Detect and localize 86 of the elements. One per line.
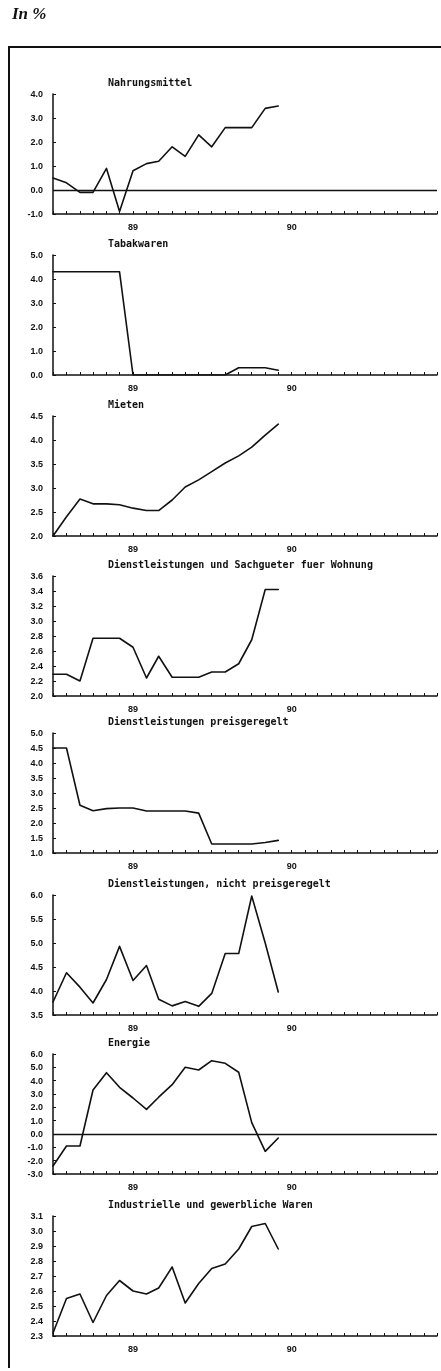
y-tick-label: 2.4 [30,1316,43,1326]
x-tick-label: 89 [128,1022,139,1033]
x-tick-label: 89 [128,221,139,232]
y-tick-label: 2.7 [30,1271,43,1281]
y-tick-label: 3.1 [30,1211,43,1221]
chart-title: Energie [108,1036,151,1048]
text: In % [12,4,47,24]
y-tick-label: 5.5 [30,914,43,924]
x-tick-label: 90 [286,1022,297,1033]
y-tick-label: 3.2 [30,601,43,611]
y-tick-label: 1.5 [30,833,43,843]
y-tick-label: 3.5 [30,1010,43,1020]
x-tick-label: 90 [286,382,297,393]
y-tick-label: 5.0 [30,1062,43,1073]
y-tick-label: 3.0 [30,1089,43,1099]
chart-title: Mieten [108,398,145,410]
y-tick-label: 2.0 [30,691,43,701]
y-tick-label: 4.0 [30,758,43,768]
y-tick-label: 2.0 [30,322,43,332]
y-tick-label: 2.5 [30,803,43,813]
y-tick-label: 2.0 [30,818,43,828]
chart-title: Industrielle und gewerbliche Waren [108,1198,313,1210]
y-tick-label: 5.0 [30,728,43,738]
y-tick-label: 4.0 [30,986,43,996]
chart-title: Nahrungsmittel [108,76,193,88]
x-tick-label: 89 [128,543,139,554]
y-tick-label: 2.8 [30,1256,43,1266]
y-tick-label: 2.6 [30,1286,43,1296]
y-tick-label: 2.9 [30,1241,43,1251]
y-tick-label: -1.0 [27,1142,43,1153]
x-tick-label: 90 [286,1181,297,1192]
y-tick-label: 5.0 [30,250,43,260]
chart-title: Dienstleistungen und Sachgueter fuer Wohnung [108,558,373,570]
x-tick-label: 89 [128,860,139,871]
y-tick-label: 2.0 [30,1102,43,1113]
chart-title: Tabakwaren [108,237,169,249]
y-tick-label: 3.0 [30,616,43,626]
y-tick-label: 3.0 [30,1226,43,1236]
y-tick-label: 2.0 [30,531,43,541]
x-tick-label: 89 [128,382,139,393]
y-tick-label: 3.5 [30,459,43,469]
y-tick-label: -3.0 [27,1169,43,1179]
x-tick-label: 90 [286,543,297,554]
y-tick-label: 2.5 [30,507,43,517]
y-tick-label: 2.3 [30,1331,43,1341]
y-tick-label: 4.5 [30,743,43,753]
chart-title: Dienstleistungen, nicht preisgeregelt [108,877,331,889]
x-tick-label: 90 [286,860,297,871]
y-tick-label: 3.0 [30,483,43,493]
y-tick-label: -1.0 [27,209,43,219]
y-tick-label: -2.0 [27,1155,43,1166]
y-tick-label: 3.0 [30,298,43,308]
chart-title: Dienstleistungen preisgeregelt [108,715,289,727]
y-tick-label: 1.0 [30,161,43,171]
y-tick-label: 0.0 [30,185,43,195]
y-tick-label: 3.0 [30,788,43,798]
y-tick-label: 2.4 [30,661,43,671]
x-tick-label: 89 [128,1343,139,1354]
y-tick-label: 1.0 [30,848,43,858]
y-tick-label: 6.0 [30,890,43,900]
y-tick-label: 2.5 [30,1301,43,1311]
x-tick-label: 89 [128,703,139,714]
y-tick-label: 2.0 [30,137,43,147]
y-tick-label: 5.0 [30,938,43,948]
y-tick-label: 3.5 [30,773,43,783]
y-tick-label: 3.6 [30,571,43,581]
y-tick-label: 3.0 [30,113,43,123]
y-tick-label: 4.0 [30,1075,43,1086]
y-tick-label: 4.0 [30,435,43,445]
y-tick-label: 2.2 [30,676,43,686]
y-tick-label: 0.0 [30,1129,43,1139]
y-tick-label: 4.0 [30,274,43,284]
x-tick-label: 90 [286,221,297,232]
y-tick-label: 3.4 [30,586,43,596]
x-tick-label: 90 [286,703,297,714]
y-tick-label: 4.0 [30,89,43,99]
y-tick-label: 4.5 [30,411,43,421]
x-tick-label: 89 [128,1181,139,1192]
y-tick-label: 2.6 [30,646,43,656]
y-tick-label: 1.0 [30,1115,43,1126]
y-tick-label: 4.5 [30,962,43,972]
y-tick-label: 2.8 [30,631,43,641]
y-tick-label: 6.0 [30,1049,43,1059]
x-tick-label: 90 [286,1343,297,1354]
y-tick-label: 0.0 [30,370,43,380]
y-tick-label: 1.0 [30,346,43,356]
